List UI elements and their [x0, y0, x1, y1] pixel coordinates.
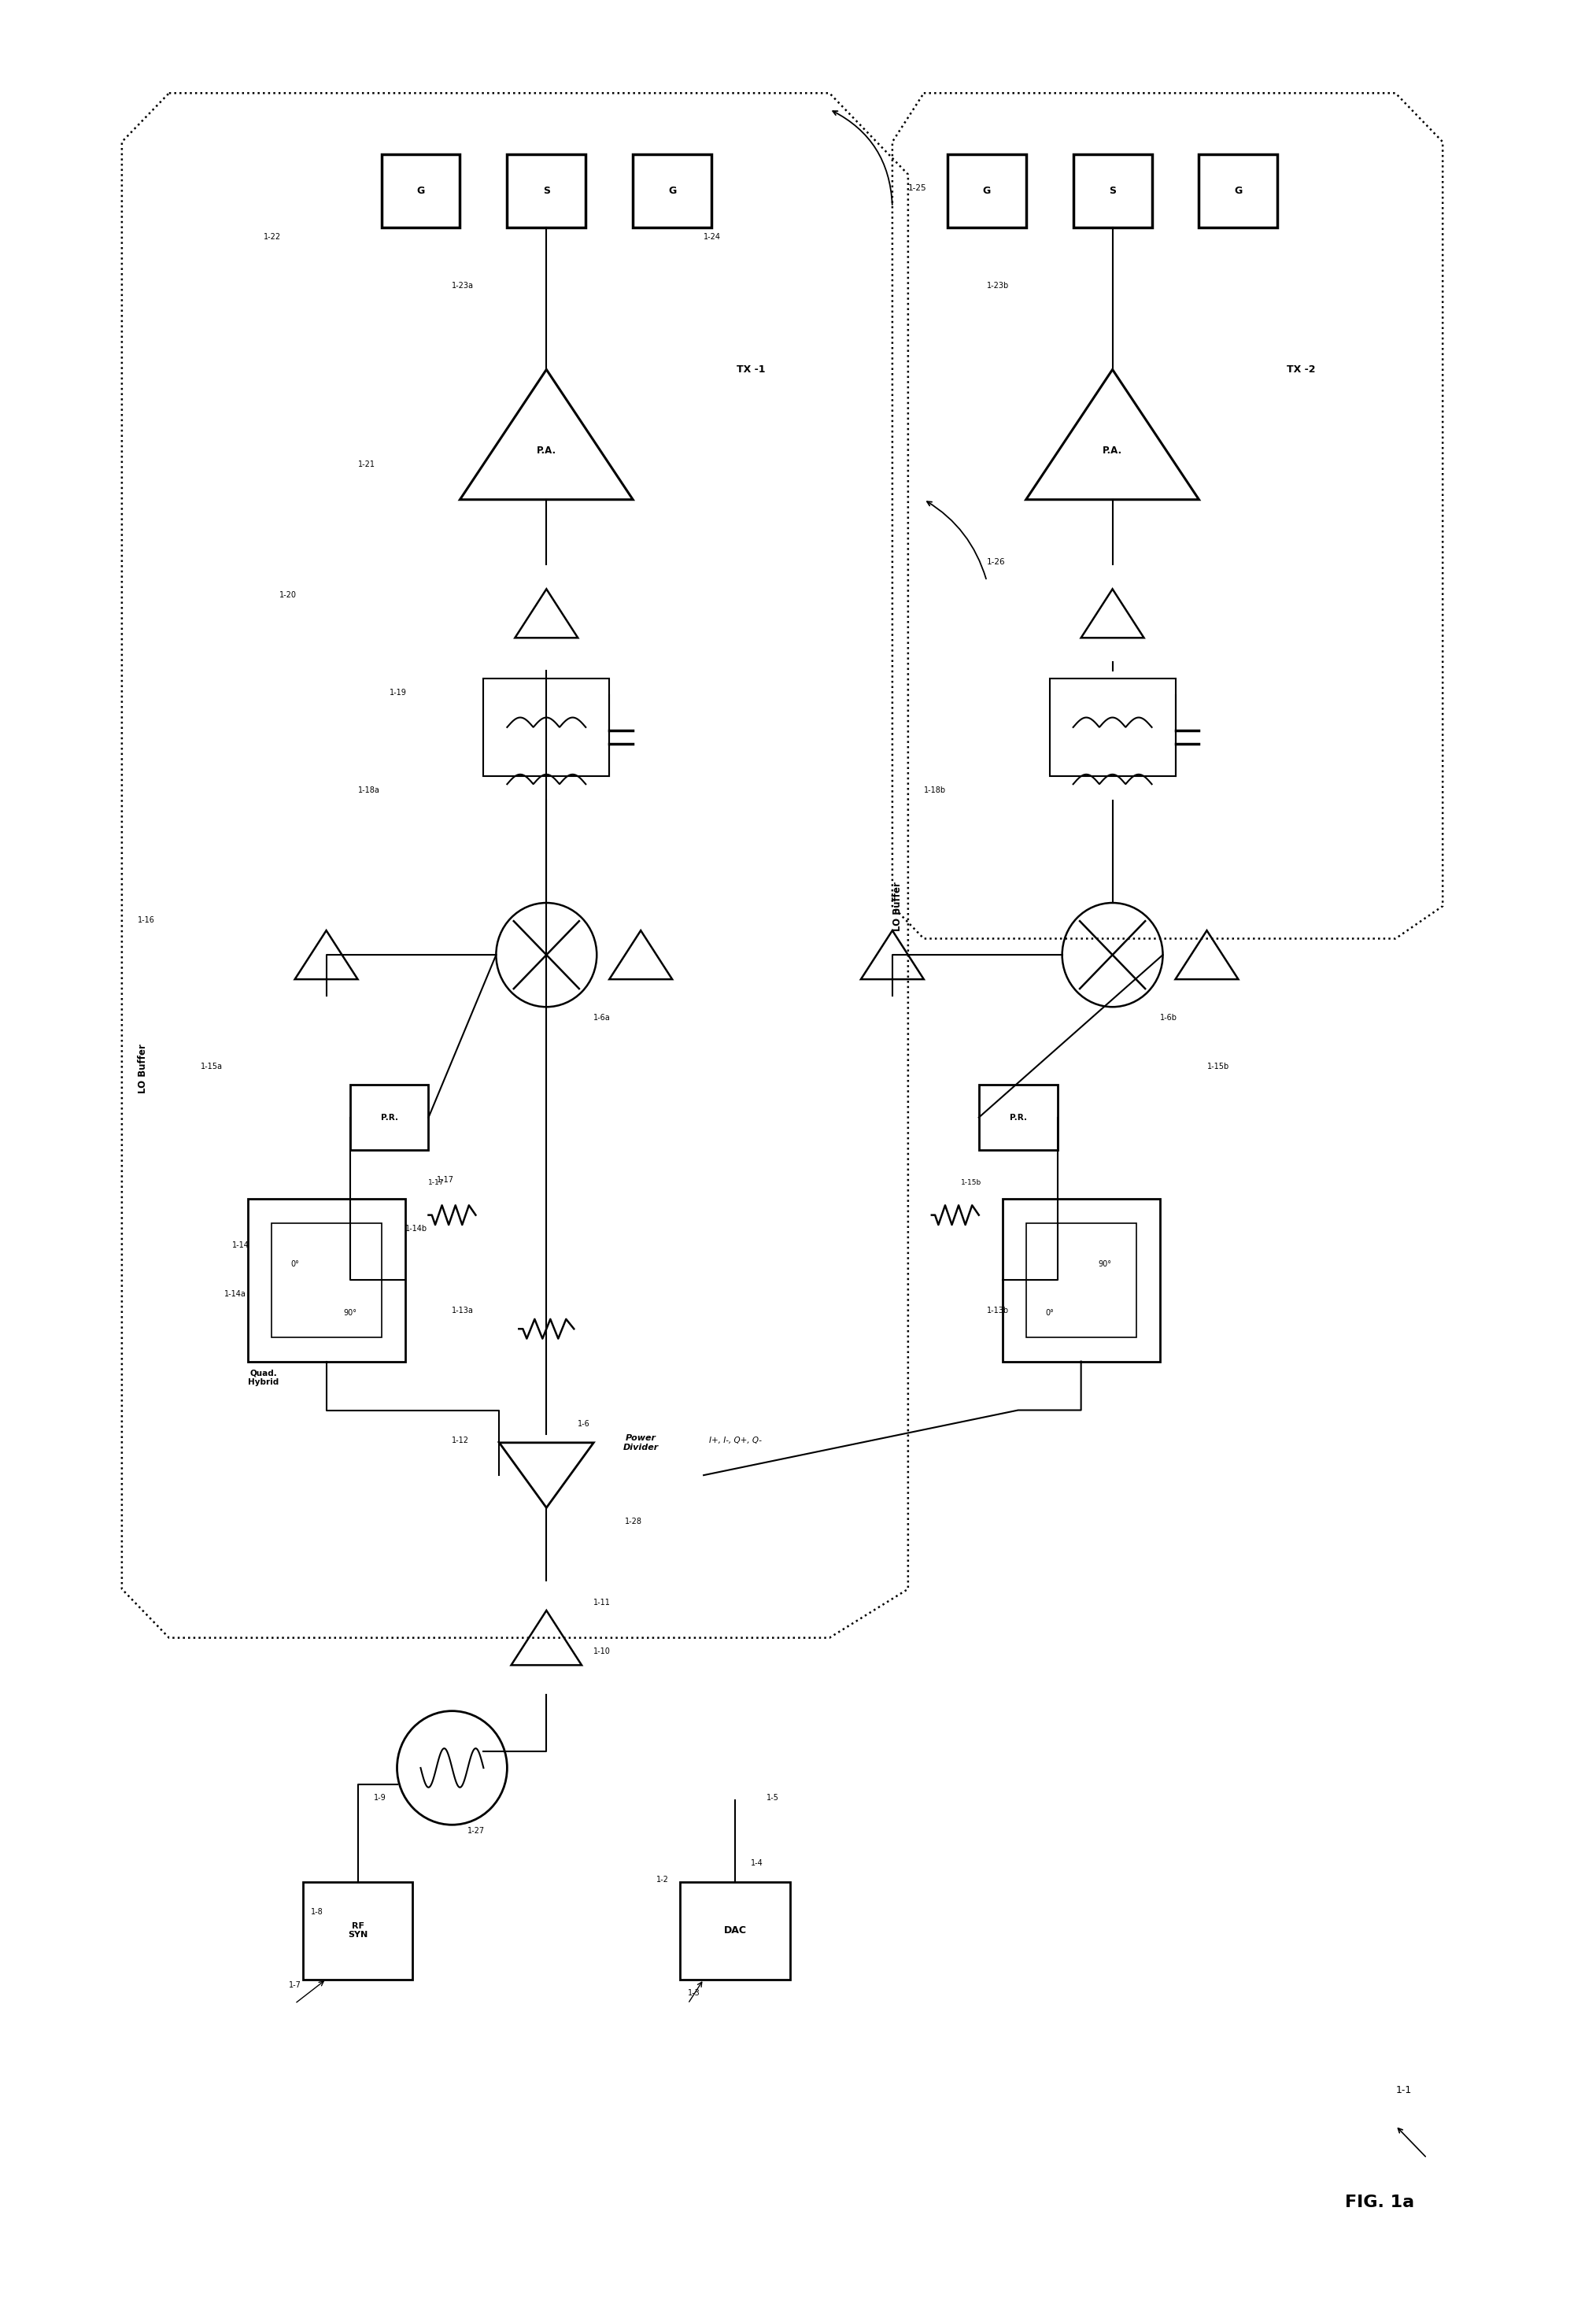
Bar [1050, 678, 1175, 775]
Text: 0°: 0° [290, 1260, 298, 1267]
Bar [680, 1881, 790, 1980]
Text: 1-3: 1-3 [688, 1990, 701, 1996]
Text: G: G [417, 186, 425, 196]
Text: 1-14b: 1-14b [405, 1226, 428, 1233]
Text: 1-16: 1-16 [137, 915, 155, 925]
Text: 90°: 90° [1098, 1260, 1111, 1267]
Text: 1-18b: 1-18b [924, 787, 946, 794]
Text: G: G [1234, 186, 1242, 196]
Bar [381, 154, 460, 228]
Bar [1073, 154, 1152, 228]
Text: 1-7: 1-7 [289, 1980, 302, 1990]
Text: LO Buffer: LO Buffer [892, 881, 903, 932]
Text: P.R.: P.R. [380, 1113, 397, 1122]
Text: 1-4: 1-4 [750, 1858, 763, 1868]
Text: 1-6a: 1-6a [594, 1014, 611, 1021]
Text: P.A.: P.A. [536, 446, 557, 455]
Text: P.A.: P.A. [1103, 446, 1122, 455]
Text: S: S [1109, 186, 1116, 196]
Bar [1199, 154, 1277, 228]
Text: 1-18a: 1-18a [358, 787, 380, 794]
Text: I+, I-, Q+, Q-: I+, I-, Q+, Q- [709, 1438, 761, 1444]
Text: 1-10: 1-10 [594, 1647, 611, 1656]
Text: G: G [983, 186, 991, 196]
Text: 1-1: 1-1 [1395, 2086, 1411, 2095]
Text: LO Buffer: LO Buffer [137, 1044, 148, 1092]
Bar [948, 154, 1026, 228]
Text: 1-28: 1-28 [626, 1518, 642, 1525]
Text: 1-5: 1-5 [766, 1794, 779, 1801]
Text: 1-25: 1-25 [908, 184, 927, 193]
Text: 1-13a: 1-13a [452, 1306, 474, 1313]
Text: 1-11: 1-11 [594, 1598, 611, 1608]
Bar [350, 1086, 428, 1150]
Bar [1026, 1224, 1136, 1336]
Text: 1-21: 1-21 [358, 460, 375, 469]
Text: 1-22: 1-22 [263, 232, 281, 242]
Bar [1002, 1198, 1160, 1362]
Text: 1-15a: 1-15a [201, 1063, 222, 1070]
Text: 1-8: 1-8 [311, 1909, 322, 1916]
Text: 1-9: 1-9 [373, 1794, 386, 1801]
Text: 1-26: 1-26 [986, 559, 1005, 566]
Text: P.R.: P.R. [1010, 1113, 1026, 1122]
Text: 1-20: 1-20 [279, 591, 297, 598]
Text: 1-15b: 1-15b [961, 1180, 982, 1187]
Bar [247, 1198, 405, 1362]
Bar [271, 1224, 381, 1336]
Text: 90°: 90° [343, 1309, 356, 1316]
Text: 1-23a: 1-23a [452, 283, 474, 290]
Text: 1-2: 1-2 [656, 1874, 669, 1884]
Bar [303, 1881, 413, 1980]
Text: G: G [669, 186, 677, 196]
Text: 0°: 0° [1045, 1309, 1053, 1316]
Text: TX -2: TX -2 [1286, 363, 1315, 375]
Bar [484, 678, 610, 775]
Text: 1-6b: 1-6b [1160, 1014, 1176, 1021]
Text: RF
SYN: RF SYN [348, 1923, 367, 1939]
Text: DAC: DAC [723, 1925, 747, 1937]
Text: 1-27: 1-27 [468, 1826, 485, 1835]
Text: 1-13b: 1-13b [986, 1306, 1009, 1313]
Bar [634, 154, 712, 228]
Text: 1-23b: 1-23b [986, 283, 1009, 290]
Text: 1-17: 1-17 [428, 1180, 444, 1187]
Text: 1-24: 1-24 [704, 232, 721, 242]
Text: 1-6: 1-6 [578, 1419, 591, 1428]
Text: 1-14: 1-14 [231, 1242, 249, 1249]
Text: Quad.
Hybrid: Quad. Hybrid [247, 1368, 279, 1387]
Text: 1-17: 1-17 [436, 1175, 453, 1185]
Text: 1-14a: 1-14a [223, 1290, 246, 1297]
Text: 1-12: 1-12 [452, 1438, 469, 1444]
Bar [508, 154, 586, 228]
Text: Power
Divider: Power Divider [622, 1435, 659, 1451]
Bar [978, 1086, 1058, 1150]
Text: S: S [543, 186, 551, 196]
Text: TX -1: TX -1 [736, 363, 764, 375]
Text: FIG. 1a: FIG. 1a [1345, 2194, 1414, 2210]
Text: 1-15b: 1-15b [1207, 1063, 1229, 1070]
Text: 1-19: 1-19 [389, 688, 407, 697]
